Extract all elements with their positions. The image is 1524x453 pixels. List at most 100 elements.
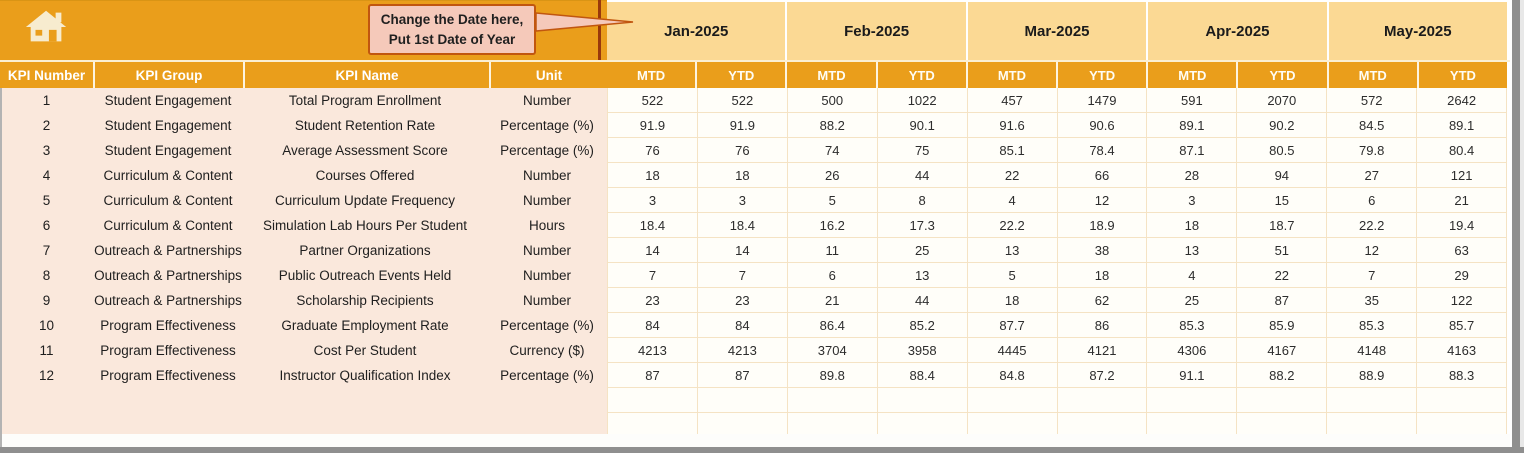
kpi-name-cell[interactable]: Curriculum Update Frequency — [274, 193, 456, 208]
header-kpi-name[interactable]: KPI Name — [245, 62, 489, 88]
kpi-group-cell[interactable]: Program Effectiveness — [100, 368, 236, 383]
value-cell[interactable]: 27 — [1327, 163, 1418, 188]
kpi-number-cell[interactable]: 9 — [42, 293, 51, 308]
value-cell[interactable]: 14 — [697, 238, 788, 263]
value-cell[interactable]: 85.2 — [877, 313, 968, 338]
unit-cell[interactable]: Percentage (%) — [500, 143, 594, 158]
value-cell[interactable]: 3958 — [877, 338, 968, 363]
value-cell[interactable]: 122 — [1417, 288, 1508, 313]
value-cell[interactable]: 22.2 — [967, 213, 1058, 238]
unit-cell[interactable]: Number — [522, 193, 571, 208]
value-cell[interactable]: 85.7 — [1417, 313, 1508, 338]
value-cell[interactable]: 89.8 — [787, 363, 878, 388]
value-cell[interactable]: 6 — [1327, 188, 1418, 213]
unit-cell[interactable]: Number — [522, 268, 571, 283]
value-cell[interactable]: 3 — [697, 188, 788, 213]
value-cell[interactable]: 18.9 — [1057, 213, 1148, 238]
month-header-cell[interactable]: Mar-2025 — [967, 2, 1147, 60]
month-header-cell[interactable]: Apr-2025 — [1148, 2, 1327, 60]
kpi-group-cell[interactable]: Outreach & Partnerships — [94, 268, 242, 283]
empty-cell[interactable] — [1237, 388, 1328, 413]
kpi-name-cell[interactable]: Total Program Enrollment — [288, 93, 442, 108]
value-cell[interactable]: 84 — [608, 313, 698, 338]
kpi-name-cell[interactable]: Partner Organizations — [299, 243, 431, 258]
value-cell[interactable]: 7 — [608, 263, 698, 288]
value-cell[interactable]: 87 — [1237, 288, 1328, 313]
kpi-name-cell[interactable]: Public Outreach Events Held — [278, 268, 452, 283]
value-cell[interactable]: 2642 — [1417, 88, 1508, 113]
unit-cell[interactable]: Number — [522, 293, 571, 308]
empty-cell[interactable] — [1147, 388, 1238, 413]
value-cell[interactable]: 44 — [877, 288, 968, 313]
header-unit[interactable]: Unit — [491, 62, 607, 88]
value-cell[interactable]: 18 — [697, 163, 788, 188]
empty-cell[interactable] — [1327, 388, 1418, 413]
value-cell[interactable]: 13 — [877, 263, 968, 288]
value-cell[interactable]: 91.9 — [608, 113, 698, 138]
empty-cell[interactable] — [608, 388, 698, 413]
subheader-cell[interactable]: YTD — [1418, 62, 1508, 88]
value-cell[interactable]: 90.2 — [1237, 113, 1328, 138]
value-cell[interactable]: 19.4 — [1417, 213, 1508, 238]
value-cell[interactable]: 11 — [787, 238, 878, 263]
value-cell[interactable]: 2070 — [1237, 88, 1328, 113]
empty-cell[interactable] — [1417, 388, 1508, 413]
subheader-cell[interactable]: MTD — [1148, 62, 1237, 88]
value-cell[interactable]: 13 — [1147, 238, 1238, 263]
value-cell[interactable]: 85.1 — [967, 138, 1058, 163]
unit-cell[interactable]: Percentage (%) — [500, 368, 594, 383]
subheader-cell[interactable]: MTD — [787, 62, 876, 88]
value-cell[interactable]: 23 — [697, 288, 788, 313]
value-cell[interactable]: 4 — [967, 188, 1058, 213]
subheader-cell[interactable]: MTD — [1328, 62, 1417, 88]
value-cell[interactable]: 18.4 — [697, 213, 788, 238]
kpi-number-cell[interactable]: 5 — [42, 193, 51, 208]
value-cell[interactable]: 79.8 — [1327, 138, 1418, 163]
value-cell[interactable]: 84.5 — [1327, 113, 1418, 138]
value-cell[interactable]: 21 — [1417, 188, 1508, 213]
value-cell[interactable]: 87.1 — [1147, 138, 1238, 163]
value-cell[interactable]: 90.6 — [1057, 113, 1148, 138]
kpi-name-cell[interactable]: Simulation Lab Hours Per Student — [262, 218, 468, 233]
value-cell[interactable]: 15 — [1237, 188, 1328, 213]
kpi-group-cell[interactable]: Student Engagement — [104, 93, 232, 108]
empty-cell[interactable] — [967, 388, 1058, 413]
value-cell[interactable]: 121 — [1417, 163, 1508, 188]
value-cell[interactable]: 38 — [1057, 238, 1148, 263]
value-cell[interactable]: 4163 — [1417, 338, 1508, 363]
kpi-group-cell[interactable]: Curriculum & Content — [103, 193, 233, 208]
value-cell[interactable]: 22 — [967, 163, 1058, 188]
month-header-cell[interactable]: May-2025 — [1328, 2, 1508, 60]
month-header-cell[interactable]: Feb-2025 — [787, 2, 966, 60]
value-cell[interactable]: 51 — [1237, 238, 1328, 263]
value-cell[interactable]: 4167 — [1237, 338, 1328, 363]
kpi-number-cell[interactable]: 2 — [42, 118, 51, 133]
value-cell[interactable]: 4445 — [967, 338, 1058, 363]
value-cell[interactable]: 12 — [1327, 238, 1418, 263]
value-cell[interactable]: 25 — [877, 238, 968, 263]
value-cell[interactable]: 76 — [608, 138, 698, 163]
value-cell[interactable]: 35 — [1327, 288, 1418, 313]
empty-cell[interactable] — [1057, 388, 1148, 413]
value-cell[interactable]: 14 — [608, 238, 698, 263]
value-cell[interactable]: 3704 — [787, 338, 878, 363]
subheader-cell[interactable]: YTD — [697, 62, 786, 88]
kpi-group-cell[interactable]: Student Engagement — [104, 118, 232, 133]
value-cell[interactable]: 88.2 — [787, 113, 878, 138]
value-cell[interactable]: 85.3 — [1147, 313, 1238, 338]
kpi-name-cell[interactable]: Student Retention Rate — [294, 118, 436, 133]
value-cell[interactable]: 87 — [608, 363, 698, 388]
value-cell[interactable]: 18 — [967, 288, 1058, 313]
horizontal-scrollbar[interactable] — [0, 447, 1524, 453]
value-cell[interactable]: 18 — [608, 163, 698, 188]
kpi-name-cell[interactable]: Scholarship Recipients — [296, 293, 434, 308]
value-cell[interactable]: 18.7 — [1237, 213, 1328, 238]
kpi-group-cell[interactable]: Outreach & Partnerships — [94, 293, 242, 308]
kpi-name-cell[interactable]: Instructor Qualification Index — [279, 368, 451, 383]
kpi-group-cell[interactable]: Student Engagement — [104, 143, 232, 158]
value-cell[interactable]: 3 — [1147, 188, 1238, 213]
value-cell[interactable]: 86 — [1057, 313, 1148, 338]
unit-cell[interactable]: Percentage (%) — [500, 118, 594, 133]
value-cell[interactable]: 7 — [697, 263, 788, 288]
value-cell[interactable]: 76 — [697, 138, 788, 163]
